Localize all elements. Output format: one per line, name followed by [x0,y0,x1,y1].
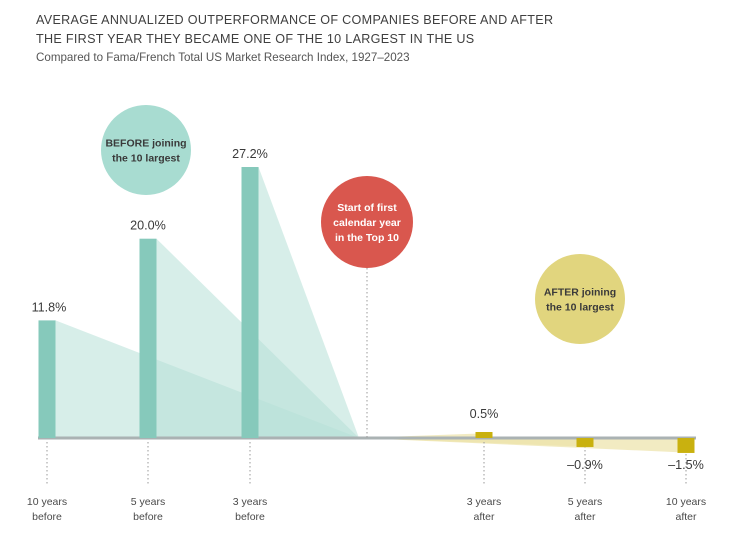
start-annotation-text: calendar year [333,217,401,229]
x-tick-label: before [133,511,163,523]
after-annotation-circle [535,254,625,344]
bar-3-years-before [241,167,259,438]
bar-5-years-before [139,238,157,438]
x-tick-label: after [675,511,697,523]
value-label: 11.8% [32,300,67,314]
x-tick-label: 3 years [467,496,501,508]
before-annotation-text: BEFORE joining [105,138,186,150]
bar-10-years-after [677,438,695,453]
chart-title-line-1: AVERAGE ANNUALIZED OUTPERFORMANCE OF COM… [36,13,554,27]
x-tick-label: 3 years [233,496,267,508]
value-label: 0.5% [470,407,499,421]
before-annotation-circle [101,105,191,195]
x-tick-label: before [32,511,62,523]
before-annotation-text: the 10 largest [112,153,180,165]
chart-title: AVERAGE ANNUALIZED OUTPERFORMANCE OF COM… [36,11,553,49]
value-label: 27.2% [232,147,268,161]
x-tick-label: after [574,511,596,523]
chart-subtitle: Compared to Fama/French Total US Market … [36,51,410,64]
value-label: 20.0% [130,219,166,233]
bar-10-years-before [38,320,56,438]
start-annotation-text: Start of first [337,202,397,214]
x-tick-label: 10 years [666,496,706,508]
chart-title-line-2: THE FIRST YEAR THEY BECAME ONE OF THE 10… [36,32,475,46]
bar-3-years-after [475,432,493,438]
after-fill-wedge [359,438,695,453]
x-tick-label: before [235,511,265,523]
after-annotation-text: AFTER joining [544,287,616,299]
bar-5-years-after [576,438,594,447]
start-annotation-text: in the Top 10 [335,232,399,244]
before-fill-wedge [241,167,359,438]
x-tick-label: 10 years [27,496,67,508]
start-annotation-circle [321,176,413,268]
x-tick-label: after [473,511,495,523]
value-label: –0.9% [567,458,603,472]
value-label: –1.5% [668,458,704,472]
x-tick-label: 5 years [568,496,602,508]
after-annotation-text: the 10 largest [546,302,614,314]
x-tick-label: 5 years [131,496,165,508]
